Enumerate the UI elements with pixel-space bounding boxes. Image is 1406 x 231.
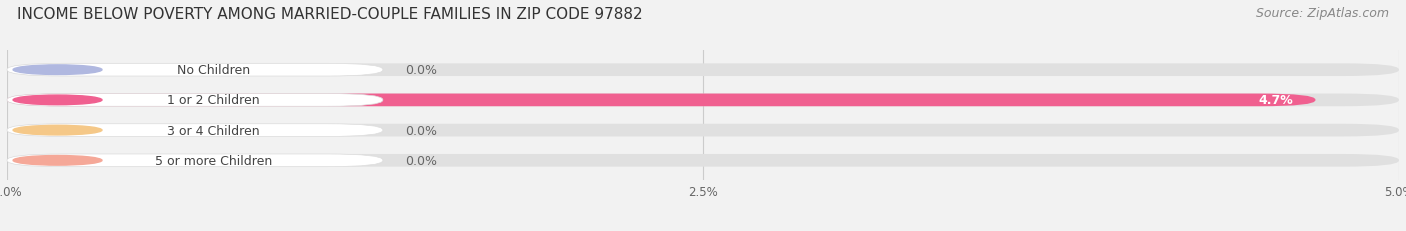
Text: 0.0%: 0.0% xyxy=(405,154,437,167)
Text: Source: ZipAtlas.com: Source: ZipAtlas.com xyxy=(1256,7,1389,20)
FancyBboxPatch shape xyxy=(7,154,1399,167)
FancyBboxPatch shape xyxy=(7,64,382,77)
Text: 3 or 4 Children: 3 or 4 Children xyxy=(167,124,260,137)
Text: 4.7%: 4.7% xyxy=(1258,94,1294,107)
Text: No Children: No Children xyxy=(177,64,250,77)
FancyBboxPatch shape xyxy=(7,94,1399,107)
FancyBboxPatch shape xyxy=(7,94,1316,107)
Text: 5 or more Children: 5 or more Children xyxy=(155,154,273,167)
Circle shape xyxy=(13,66,103,75)
FancyBboxPatch shape xyxy=(7,124,1399,137)
FancyBboxPatch shape xyxy=(7,64,1399,77)
FancyBboxPatch shape xyxy=(7,94,382,107)
Text: 0.0%: 0.0% xyxy=(405,124,437,137)
Text: 0.0%: 0.0% xyxy=(405,64,437,77)
FancyBboxPatch shape xyxy=(7,154,382,167)
Circle shape xyxy=(13,126,103,135)
FancyBboxPatch shape xyxy=(7,124,382,137)
Text: 1 or 2 Children: 1 or 2 Children xyxy=(167,94,260,107)
Circle shape xyxy=(13,96,103,105)
Text: INCOME BELOW POVERTY AMONG MARRIED-COUPLE FAMILIES IN ZIP CODE 97882: INCOME BELOW POVERTY AMONG MARRIED-COUPL… xyxy=(17,7,643,22)
Circle shape xyxy=(13,156,103,165)
